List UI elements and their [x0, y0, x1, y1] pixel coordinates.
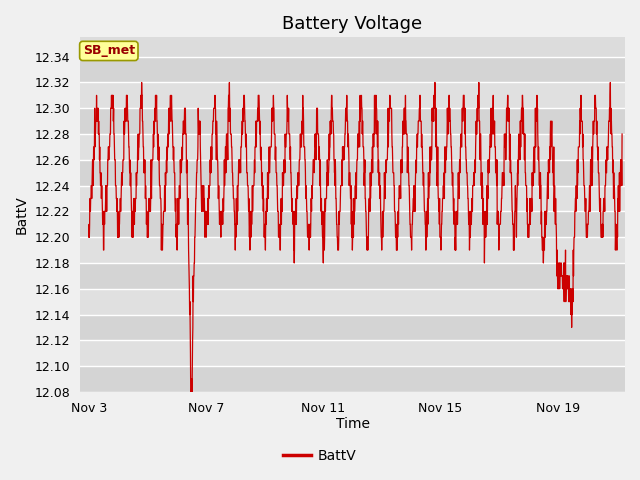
Bar: [80, 211, 625, 237]
Bar: [80, 186, 625, 211]
Bar: [80, 263, 625, 289]
Bar: [80, 134, 625, 160]
Legend: BattV: BattV: [278, 443, 362, 468]
Bar: [80, 160, 625, 186]
Bar: [80, 289, 625, 314]
Bar: [80, 108, 625, 134]
Title: Battery Voltage: Battery Voltage: [282, 15, 422, 33]
Bar: [80, 366, 625, 392]
Bar: [80, 57, 625, 83]
Text: SB_met: SB_met: [83, 45, 135, 58]
Bar: [80, 237, 625, 263]
X-axis label: Time: Time: [335, 418, 369, 432]
Bar: [80, 340, 625, 366]
Y-axis label: BattV: BattV: [15, 195, 29, 234]
Bar: [80, 314, 625, 340]
Bar: [80, 83, 625, 108]
